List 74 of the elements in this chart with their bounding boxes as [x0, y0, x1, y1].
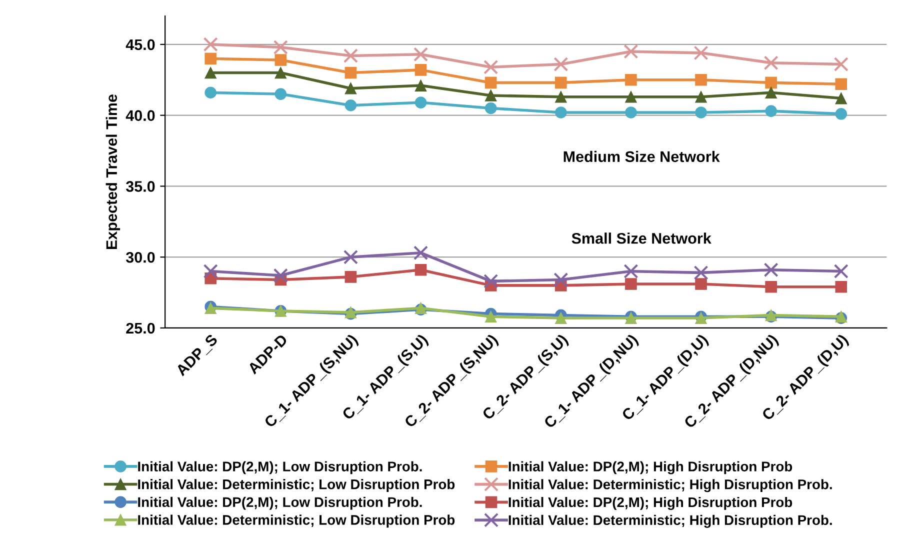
point: [204, 52, 217, 65]
legend-label: Initial Value: DP(2,M); Low Disruption Prob.: [138, 461, 422, 474]
annotation: Small Size Network: [572, 232, 712, 244]
point: [484, 274, 498, 288]
legend-label: Initial Value: Deterministic; Low Disruption Prob: [138, 479, 455, 492]
point: [834, 264, 848, 279]
point: [554, 56, 568, 72]
point: [554, 76, 567, 89]
point: [695, 74, 707, 86]
point: [554, 312, 567, 324]
point: [695, 90, 707, 103]
point: [344, 82, 357, 94]
point: [765, 280, 777, 293]
point: [834, 56, 848, 72]
legend-label: Initial Value: Deterministic; Low Disruption Prob: [138, 514, 455, 528]
point: [625, 106, 637, 118]
point: [765, 105, 777, 117]
point: [484, 60, 498, 74]
legend-label: Initial Value: Deterministic; High Disruption Prob.: [508, 479, 832, 492]
legend-label: Initial Value: DP(2,M); High Disruption Prob: [508, 496, 792, 510]
point: [554, 272, 568, 288]
point: [204, 66, 217, 79]
point: [343, 250, 358, 264]
point: [343, 48, 358, 64]
point: [414, 64, 427, 76]
y-tick-label: 45.0: [126, 39, 155, 50]
point: [203, 264, 218, 279]
y-tick-label: 25.0: [126, 322, 155, 334]
legend-label: Initial Value: DP(2,M); Low Disruption Prob.: [138, 496, 422, 510]
point: [484, 90, 497, 102]
point: [554, 106, 567, 118]
point: [484, 76, 497, 89]
point: [695, 106, 707, 118]
point: [765, 76, 777, 89]
point: [274, 88, 287, 100]
point: [344, 99, 357, 112]
point: [273, 268, 288, 283]
point: [625, 278, 637, 290]
point: [274, 66, 287, 79]
y-tick-label: 40.0: [126, 110, 155, 121]
point: [835, 108, 848, 120]
y-tick-label: 35.0: [126, 181, 155, 192]
point: [554, 90, 567, 103]
point: [624, 44, 638, 59]
point: [484, 102, 497, 114]
point: [835, 92, 848, 104]
point: [624, 264, 638, 279]
point: [764, 56, 778, 70]
point: [764, 262, 778, 278]
point: [414, 80, 427, 92]
point: [765, 86, 777, 99]
point: [414, 96, 427, 108]
point: [835, 280, 848, 293]
point: [273, 40, 288, 55]
point: [695, 278, 707, 290]
y-axis-title: Expected Travel Time: [106, 94, 120, 249]
point: [414, 264, 427, 276]
point: [413, 47, 428, 62]
point: [625, 74, 637, 86]
legend-label: Initial Value: Deterministic; High Disruption Prob.: [508, 514, 832, 528]
point: [344, 66, 357, 79]
point: [835, 78, 848, 90]
point: [413, 246, 428, 260]
point: [274, 54, 287, 66]
annotation: Medium Size Network: [564, 150, 720, 162]
point: [694, 265, 708, 280]
point: [694, 46, 708, 60]
point: [344, 271, 357, 283]
point: [203, 37, 218, 52]
point: [204, 86, 217, 99]
y-tick-label: 30.0: [126, 252, 155, 263]
point: [484, 310, 497, 323]
legend-label: Initial Value: DP(2,M); High Disruption Prob: [508, 461, 792, 474]
point: [625, 90, 637, 103]
